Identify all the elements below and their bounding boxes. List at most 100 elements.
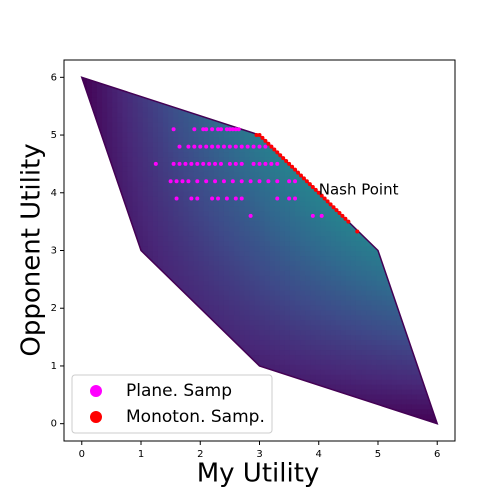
heat-cell [259, 171, 266, 177]
heat-cell [350, 349, 357, 356]
heat-cell [102, 97, 108, 103]
heat-cell [305, 156, 311, 163]
heat-cell [345, 205, 352, 212]
heat-cell [122, 176, 129, 182]
heat-cell [152, 196, 159, 202]
heat-cell [376, 260, 382, 266]
heat-cell [295, 379, 301, 385]
heat-cell [355, 270, 362, 276]
heat-cell [223, 275, 230, 281]
heat-cell [198, 196, 205, 202]
heat-cell [234, 250, 240, 257]
heat-cell [208, 171, 215, 177]
heat-cell [173, 309, 179, 316]
heat-cell [427, 87, 433, 93]
heat-cell [315, 131, 322, 138]
heat-cell [345, 102, 352, 108]
heat-cell [279, 82, 286, 88]
heat-cell [91, 131, 98, 138]
heat-cell [188, 102, 195, 108]
heat-cell [345, 121, 352, 128]
heat-cell [254, 270, 261, 276]
heat-cell [315, 136, 322, 143]
heat-cell [330, 245, 337, 252]
heat-cell [91, 126, 98, 133]
heat-cell [91, 201, 98, 207]
heat-cell [416, 141, 423, 148]
heat-cell [208, 250, 215, 257]
heat-cell [289, 255, 296, 261]
heat-cell [381, 97, 388, 103]
scatter-point [153, 161, 158, 166]
heat-cell [421, 304, 428, 311]
heat-cell [284, 413, 291, 420]
heat-cell [427, 265, 433, 271]
heat-cell [229, 314, 235, 321]
heat-cell [254, 92, 261, 98]
heat-cell [102, 102, 108, 108]
heat-cell [391, 359, 398, 365]
heat-cell [97, 102, 103, 108]
heat-cell [112, 161, 118, 167]
heat-cell [284, 334, 291, 341]
heat-cell [239, 131, 245, 138]
heat-cell [107, 295, 113, 301]
heat-cell [406, 418, 413, 424]
heat-cell [112, 121, 118, 128]
heat-cell [137, 364, 144, 370]
heat-cell [432, 299, 438, 306]
heat-cell [355, 398, 362, 405]
heat-cell [107, 215, 113, 222]
heat-cell [188, 314, 195, 321]
heat-cell [345, 304, 352, 311]
heat-cell [401, 250, 408, 257]
heat-cell [315, 235, 322, 242]
heat-cell [91, 299, 98, 306]
heat-cell [203, 255, 210, 261]
heat-cell [86, 201, 93, 207]
heat-cell [178, 181, 184, 187]
heat-cell [122, 349, 129, 356]
heat-cell [173, 205, 179, 212]
heat-cell [289, 141, 296, 148]
heat-cell [376, 413, 382, 420]
heat-cell [208, 285, 215, 291]
heat-cell [411, 245, 418, 252]
heat-cell [289, 339, 296, 346]
heat-cell [122, 151, 129, 158]
heat-cell [416, 111, 423, 118]
heat-cell [310, 171, 316, 177]
heat-cell [229, 295, 235, 301]
heat-cell [376, 131, 382, 138]
heat-cell [401, 102, 408, 108]
heat-cell [376, 418, 382, 424]
heat-cell [142, 220, 149, 227]
heat-cell [310, 205, 316, 212]
heat-cell [168, 225, 174, 232]
heat-cell [157, 285, 164, 291]
heat-cell [361, 141, 367, 148]
y-tick-label: 0 [51, 419, 57, 430]
heat-cell [178, 265, 184, 271]
heat-cell [229, 260, 235, 266]
heat-cell [421, 299, 428, 306]
heat-cell [335, 136, 342, 143]
heat-cell [371, 270, 377, 276]
heat-cell [411, 290, 418, 296]
heat-cell [274, 225, 281, 232]
heat-cell [147, 319, 154, 326]
heat-cell [183, 151, 190, 158]
heat-cell [223, 245, 230, 252]
heat-cell [416, 270, 423, 276]
heat-cell [401, 384, 408, 390]
heat-cell [386, 418, 393, 424]
heat-cell [208, 349, 215, 356]
heat-cell [289, 304, 296, 311]
heat-cell [300, 220, 306, 227]
heat-cell [157, 230, 164, 237]
heat-cell [157, 369, 164, 375]
heat-cell [234, 265, 240, 271]
heat-cell [386, 408, 393, 415]
heat-cell [300, 131, 306, 138]
heat-cell [259, 250, 266, 257]
